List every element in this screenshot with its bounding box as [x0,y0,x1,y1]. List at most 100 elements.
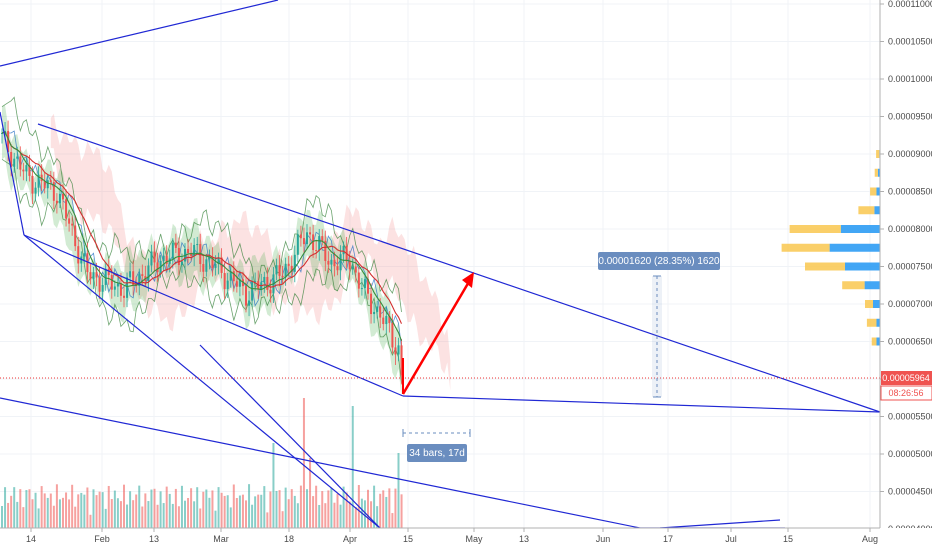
candle-body [309,232,312,235]
candle-body [104,268,107,286]
candle-body [275,265,278,275]
trend-line[interactable] [0,0,279,67]
last-price-tag [881,371,932,385]
candle-body [367,279,369,294]
candle-body [141,274,144,277]
candle-body [226,280,229,290]
projection-arrow[interactable] [401,272,474,395]
price-tick-label: 0.00008500 [888,187,932,197]
volume-bar [263,486,266,528]
volume-bar [205,489,208,528]
candle-body [193,244,196,256]
candle-body [248,300,251,306]
candle-body [92,272,95,280]
trend-line[interactable] [37,123,881,413]
volume-bar [217,487,220,528]
volume-bar [299,485,302,528]
volume-bar [10,495,13,528]
candle-body [269,289,272,294]
candle-body [86,253,89,273]
volume-bar [199,508,202,528]
volume-bar [123,484,125,528]
candle-body [321,236,324,241]
volume-bar [214,510,217,528]
volume-bar [220,492,223,528]
profile-bar-up [840,225,880,233]
candle-body [284,263,287,278]
candle-body [7,131,10,153]
price-tick-label: 0.00009500 [888,112,932,122]
time-tick-label: Jun [596,534,611,544]
volume-bar [287,499,290,528]
volume-bar [278,490,281,528]
volume-bar [293,495,296,528]
price-axis[interactable]: 0.00011000 0.00010500 0.00010000 0.00009500… [880,0,932,534]
candle-body [217,257,220,264]
trend-line[interactable] [23,234,381,529]
time-tick-label: Mar [213,534,229,544]
candle-body [19,156,22,170]
volume-bar [367,489,369,528]
volume-bar [272,443,275,528]
candle-body [342,245,345,255]
volume-bar [260,494,263,528]
volume-bar [312,496,315,528]
candle-body [132,271,135,285]
volume-bar [394,488,397,528]
volume-bar [135,494,138,528]
volume-bar [126,504,129,528]
candle-body [330,259,333,265]
volume-bar [190,488,193,528]
volume-bar [62,497,64,528]
time-tick-label: 18 [284,534,294,544]
candle-body [1,133,3,134]
trend-line[interactable] [199,344,381,529]
volume-bar [165,486,168,528]
candle-body [324,240,327,261]
volume-bar [116,498,119,528]
candle-body [31,175,34,194]
candle-body [89,272,92,280]
volume-bar [159,491,162,528]
volume-bar [46,497,49,528]
candle-body [129,271,132,278]
time-axis-bg[interactable] [0,528,932,550]
price-range-tool[interactable]: 0.00001620 (28.35%) 1620 [598,252,720,398]
candle-body [68,218,71,224]
candle-body [348,261,351,270]
profile-bar-down [789,225,841,233]
trend-line[interactable] [23,234,404,397]
profile-bar-down [858,206,875,215]
volume-bar [391,513,394,528]
candle-body [58,193,61,204]
profile-bar-down [781,243,830,252]
volume-bar [119,501,122,528]
trend-line[interactable] [402,395,881,413]
profile-bar-up [874,206,880,215]
volume-bar [345,492,348,528]
trend-line[interactable] [0,111,25,236]
volume-bar [129,491,132,528]
volume-bar [138,485,141,528]
volume-bar [296,503,299,528]
price-axis-bg[interactable] [880,0,932,528]
volume-bar [150,489,153,528]
trend-line[interactable] [659,519,781,529]
volume-bar [248,484,251,528]
time-tick-label: May [465,534,483,544]
profile-bar-up [845,262,880,271]
time-axis[interactable]: 14 Feb 13 Mar 18 Apr 15 May 13 Jun 17 Jul 15 Aug [26,528,878,544]
volume-bar [223,495,226,528]
candle-body [101,285,104,292]
candle-body [43,181,46,189]
candle-body [147,265,150,281]
candle-body [394,347,397,355]
trend-line[interactable] [0,397,641,529]
volume-bar [238,495,241,528]
volume-bar [107,485,110,528]
volume-bar [28,489,31,528]
bars-range-tool[interactable]: 34 bars, 17d [402,429,471,462]
candle-body [126,277,129,298]
candle-body [287,263,290,266]
